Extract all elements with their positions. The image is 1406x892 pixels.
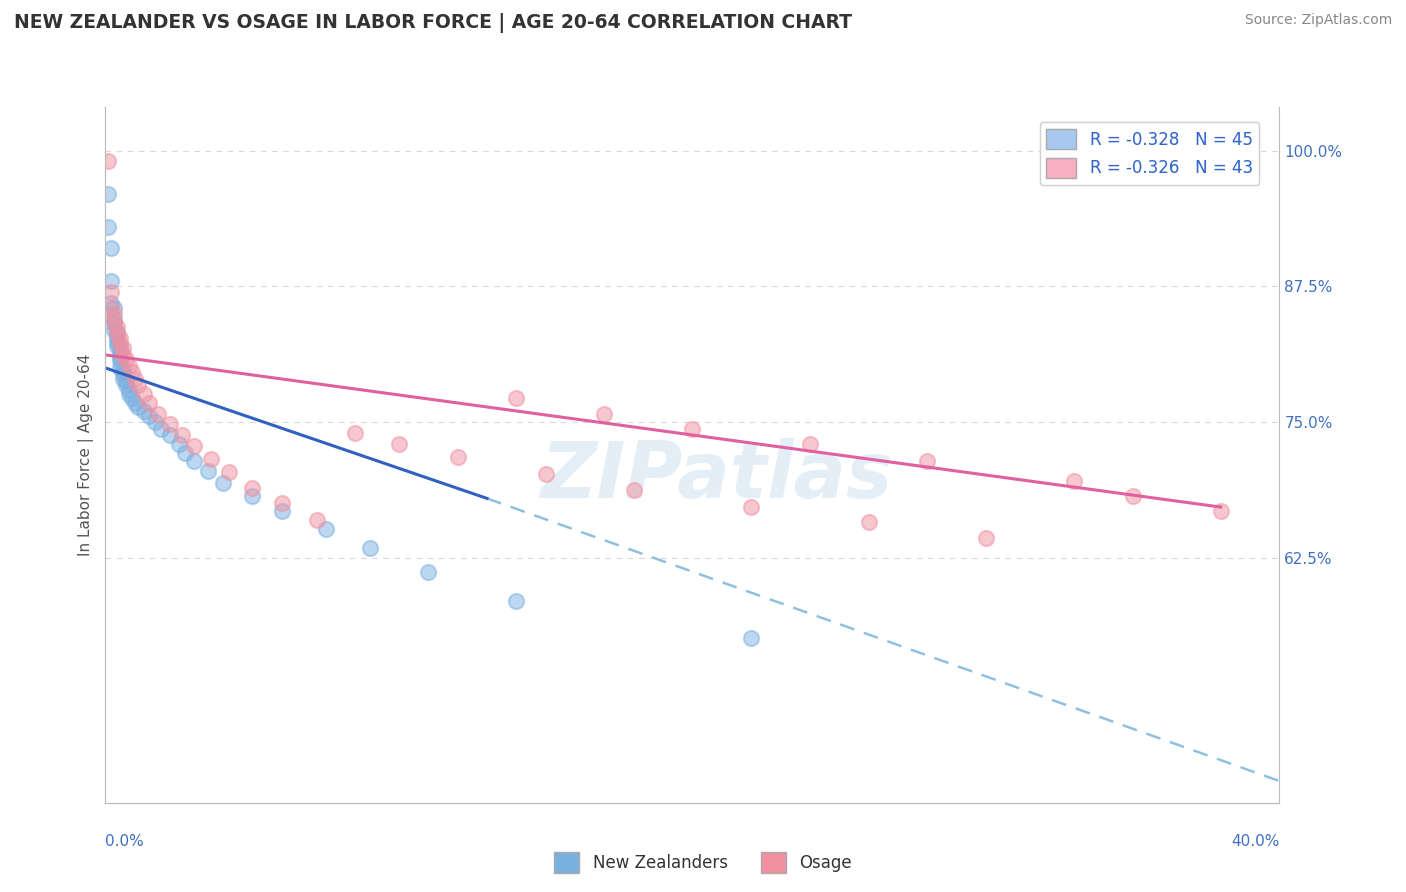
Y-axis label: In Labor Force | Age 20-64: In Labor Force | Age 20-64 [79, 354, 94, 556]
Point [97, 154, 120, 169]
Text: Source: ZipAtlas.com: Source: ZipAtlas.com [1244, 13, 1392, 28]
Point [127, 378, 149, 392]
Point [127, 400, 149, 414]
Point [100, 301, 122, 315]
Point [218, 466, 240, 480]
Point [159, 428, 181, 442]
Point [115, 378, 138, 392]
Point [124, 396, 146, 410]
Point [170, 428, 193, 442]
Point [197, 464, 219, 478]
Point [100, 274, 122, 288]
Point [97, 187, 120, 202]
Point [623, 483, 645, 497]
Point [138, 409, 160, 423]
Point [858, 516, 880, 530]
Point [418, 566, 440, 580]
Text: ZIPatlas: ZIPatlas [540, 438, 891, 514]
Legend: New Zealanders, Osage: New Zealanders, Osage [547, 846, 859, 880]
Point [183, 454, 205, 468]
Point [359, 541, 381, 556]
Point [143, 415, 166, 429]
Point [112, 372, 135, 386]
Point [105, 319, 128, 334]
Point [105, 326, 128, 341]
Point [103, 312, 125, 326]
Text: 0.0%: 0.0% [105, 834, 145, 849]
Point [124, 372, 146, 386]
Point [240, 489, 263, 503]
Point [105, 339, 128, 353]
Point [200, 452, 222, 467]
Point [108, 342, 131, 356]
Point [682, 422, 704, 436]
Point [138, 396, 160, 410]
Point [270, 496, 292, 510]
Point [103, 318, 125, 332]
Point [100, 295, 122, 310]
Point [112, 368, 135, 382]
Point [115, 352, 138, 367]
Point [148, 407, 170, 421]
Point [112, 342, 135, 356]
Point [211, 476, 233, 491]
Point [103, 315, 125, 329]
Point [105, 330, 128, 344]
Point [118, 387, 141, 401]
Point [534, 467, 557, 482]
Point [108, 350, 131, 364]
Point [1209, 504, 1232, 518]
Point [115, 374, 138, 388]
Point [974, 531, 997, 545]
Point [108, 337, 131, 351]
Point [388, 437, 411, 451]
Point [505, 392, 527, 406]
Point [132, 387, 155, 401]
Point [173, 446, 195, 460]
Point [121, 365, 143, 379]
Point [103, 307, 125, 321]
Point [159, 417, 181, 432]
Point [150, 422, 173, 436]
Point [183, 439, 205, 453]
Point [118, 359, 141, 373]
Point [103, 323, 125, 337]
Point [1122, 489, 1144, 503]
Text: 40.0%: 40.0% [1232, 834, 1279, 849]
Point [593, 407, 616, 421]
Point [343, 426, 366, 441]
Point [799, 437, 821, 451]
Point [108, 354, 131, 368]
Point [240, 481, 263, 495]
Point [917, 454, 939, 468]
Point [121, 392, 143, 406]
Point [112, 348, 135, 362]
Point [740, 631, 762, 645]
Point [108, 361, 131, 376]
Point [167, 437, 190, 451]
Point [112, 363, 135, 377]
Point [108, 330, 131, 344]
Point [740, 500, 762, 514]
Point [305, 513, 328, 527]
Point [270, 504, 292, 518]
Point [105, 326, 128, 341]
Point [108, 345, 131, 359]
Point [315, 522, 337, 536]
Legend: R = -0.328   N = 45, R = -0.326   N = 43: R = -0.328 N = 45, R = -0.326 N = 43 [1039, 122, 1260, 185]
Point [118, 383, 141, 397]
Point [100, 285, 122, 299]
Point [132, 404, 155, 418]
Text: NEW ZEALANDER VS OSAGE IN LABOR FORCE | AGE 20-64 CORRELATION CHART: NEW ZEALANDER VS OSAGE IN LABOR FORCE | … [14, 13, 852, 33]
Point [100, 241, 122, 255]
Point [103, 301, 125, 315]
Point [1063, 474, 1085, 488]
Point [505, 593, 527, 607]
Point [105, 334, 128, 349]
Point [446, 450, 468, 464]
Point [97, 219, 120, 234]
